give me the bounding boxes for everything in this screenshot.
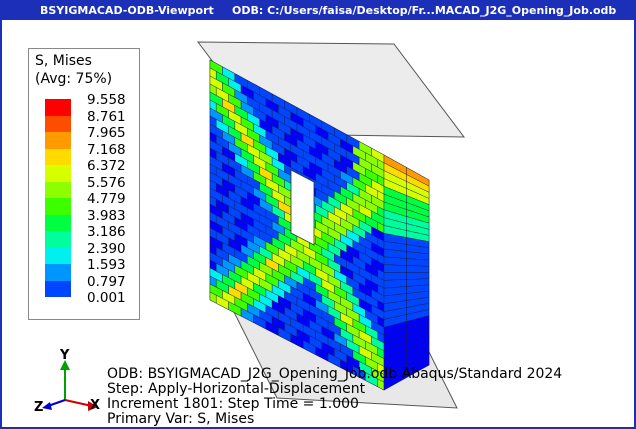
legend-value: 1.593 — [87, 257, 126, 273]
legend-value: 3.186 — [87, 224, 126, 240]
triad-z-label: Z — [34, 400, 44, 415]
info-increment-line: Increment 1801: Step Time = 1.000 — [107, 396, 359, 412]
legend-value: 0.001 — [87, 290, 126, 306]
axis-triad — [42, 360, 98, 411]
legend-value: 0.797 — [87, 273, 126, 290]
legend-swatch — [45, 115, 71, 132]
legend-value: 4.779 — [87, 191, 126, 207]
brick-side — [383, 256, 407, 266]
legend-swatch — [45, 214, 71, 231]
legend-swatch — [45, 181, 71, 198]
legend-value: 7.168 — [87, 141, 126, 158]
legend-value: 7.965 — [87, 125, 126, 141]
wall-opening — [290, 169, 315, 246]
brick-side — [383, 272, 407, 281]
z-axis-icon — [47, 399, 66, 407]
legend-swatch — [45, 148, 71, 165]
legend-swatch — [45, 132, 71, 149]
legend-value: 8.761 — [87, 108, 126, 125]
info-step-line: Step: Apply-Horizontal-Displacement — [107, 381, 366, 397]
brick-mesh — [209, 59, 385, 391]
x-axis-icon — [64, 399, 93, 407]
triad-x-label: X — [90, 398, 101, 413]
legend-swatch — [45, 198, 71, 215]
contour-legend: S, Mises (Avg: 75%) 9.558 8.761 7.965 7.168… — [28, 48, 140, 320]
legend-swatch — [45, 165, 71, 182]
legend-swatch — [45, 231, 71, 248]
legend-value: 9.558 — [87, 92, 126, 108]
legend-swatch — [45, 264, 71, 281]
brick-side — [383, 264, 407, 273]
legend-swatch — [45, 247, 71, 264]
legend-value: 3.983 — [87, 207, 126, 224]
legend-value: 5.576 — [87, 174, 126, 191]
viewport-titlebar[interactable]: BSYIGMACAD-ODB-Viewport ODB: C:/Users/fa… — [2, 2, 634, 20]
legend-value: 6.372 — [87, 158, 126, 174]
info-odb-line: ODB: BSYIGMACAD_J2G_Opening_Job.odb Abaq… — [107, 366, 563, 382]
brick-side — [406, 265, 430, 273]
legend-title: S, Mises — [35, 53, 92, 69]
brick-side — [406, 272, 430, 280]
legend-swatch — [45, 280, 71, 297]
wall-model — [196, 41, 466, 409]
triad-y-label: Y — [60, 348, 70, 363]
legend-averaging: (Avg: 75%) — [35, 71, 113, 87]
model-viewport[interactable]: S, Mises (Avg: 75%) 9.558 8.761 7.965 7.168… — [2, 20, 634, 427]
odb-path-title: ODB: C:/Users/faisa/Desktop/Fr...MACAD_J… — [232, 4, 617, 17]
legend-swatch — [45, 99, 71, 116]
brick-side — [406, 358, 430, 378]
brick-mesh-side — [383, 154, 430, 391]
info-primary-var-line: Primary Var: S, Mises — [107, 411, 255, 427]
legend-value: 2.390 — [87, 240, 126, 257]
viewport-name: BSYIGMACAD-ODB-Viewport — [40, 4, 214, 17]
